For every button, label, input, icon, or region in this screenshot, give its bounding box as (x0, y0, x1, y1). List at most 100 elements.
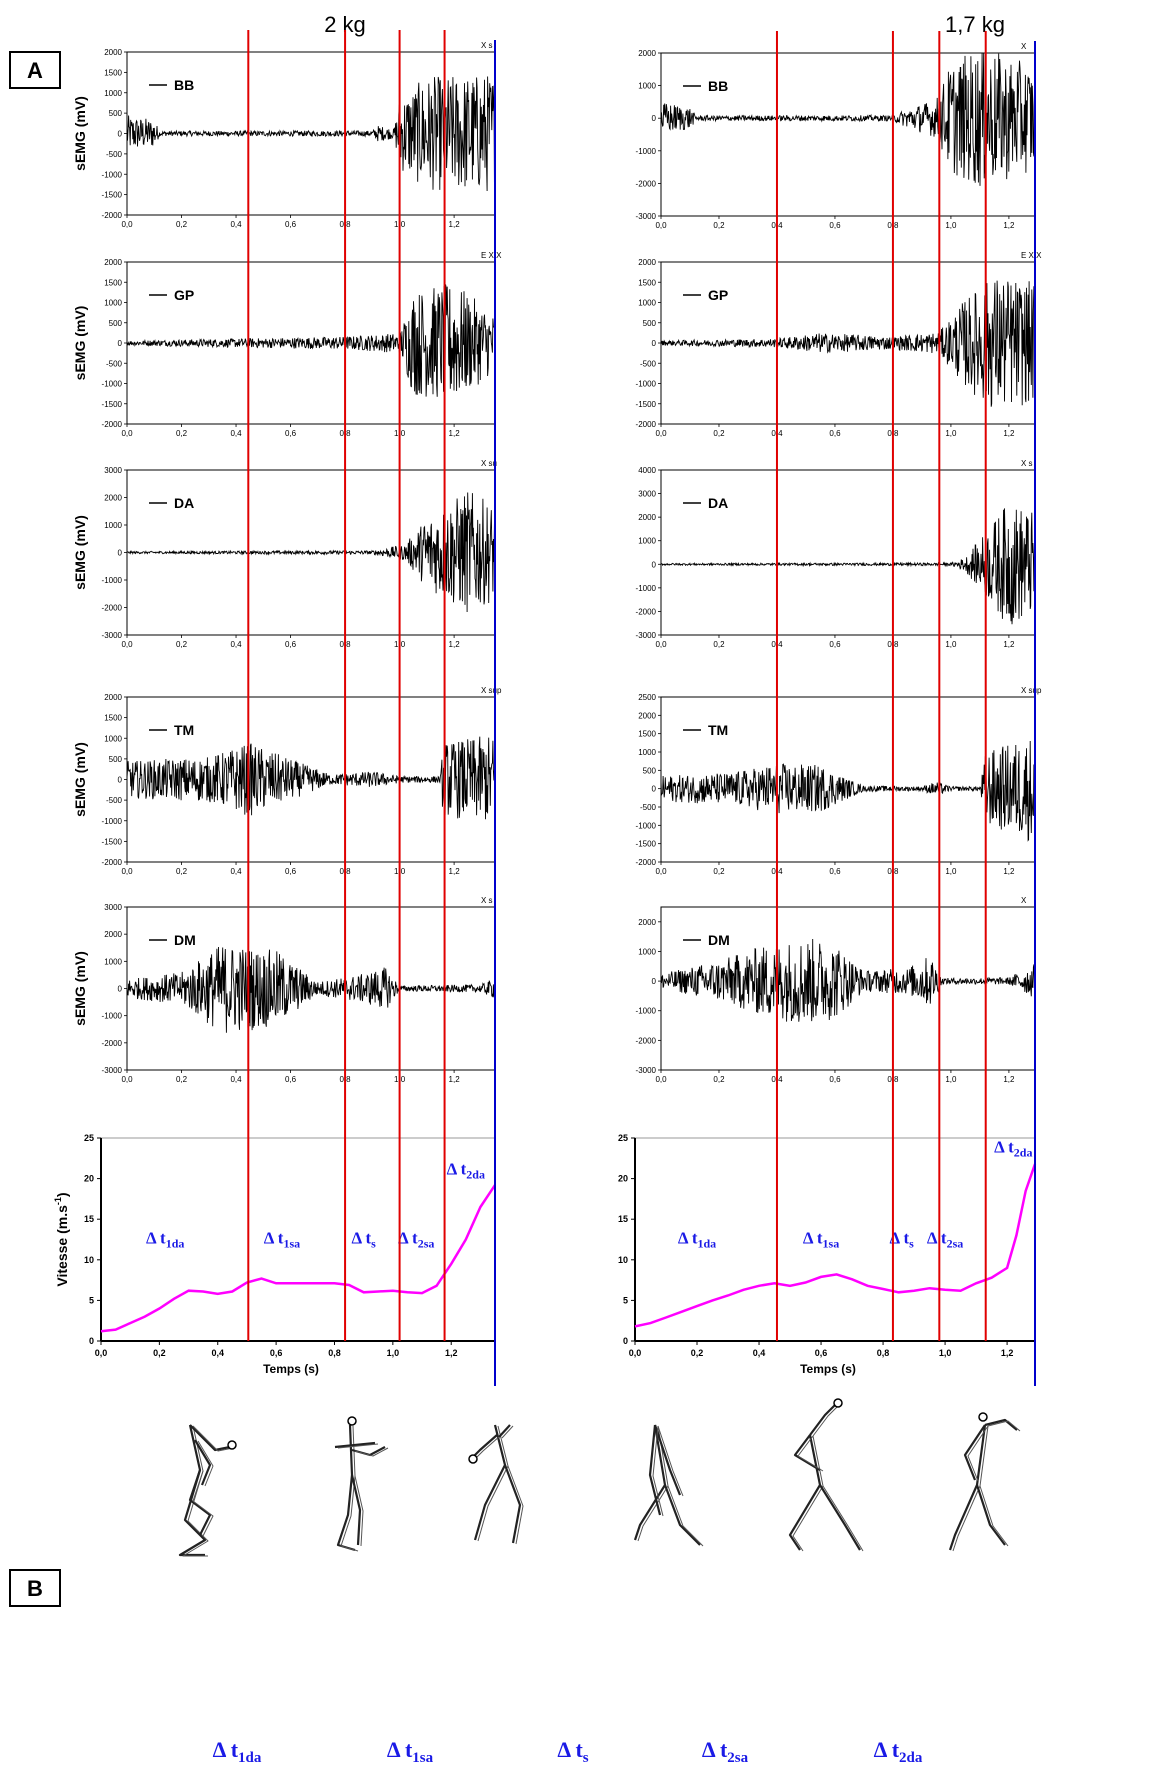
limb-outline (652, 1425, 664, 1517)
x-tick-label: 0,0 (655, 429, 667, 438)
y-tick-label: -1500 (102, 191, 123, 200)
delta-symbol: Δ (702, 1737, 720, 1762)
phase-t: t (817, 1229, 823, 1248)
chart-column-1-7kg: 200010000-1000-2000-30000,00,20,40,60,81… (618, 31, 1042, 1386)
delta-symbol: Δ (803, 1229, 817, 1248)
corner-annotation: X sup (1021, 686, 1042, 695)
x-tick-label: 0,2 (713, 867, 725, 876)
phase-t: t (160, 1229, 166, 1248)
limb-segment (819, 1484, 861, 1551)
velocity-curve (634, 1163, 1037, 1328)
unit-superscript: -1 (53, 1197, 63, 1205)
limb-segment (473, 1424, 507, 1541)
delta-symbol: Δ (447, 1160, 461, 1179)
phase-t: t (720, 1737, 728, 1762)
velocity-y-tick-label: 0 (89, 1336, 94, 1346)
limb-segment (963, 1424, 986, 1481)
y-tick-label: 2000 (638, 49, 656, 58)
x-tick-label: 0,2 (176, 429, 188, 438)
phase-t: t (461, 1160, 467, 1179)
y-tick-label: -1000 (636, 380, 657, 389)
x-tick-label: 0,6 (285, 867, 297, 876)
delta-symbol: Δ (352, 1229, 366, 1248)
y-tick-label: 0 (652, 560, 657, 569)
velocity-y-tick-label: 5 (89, 1295, 94, 1305)
x-tick-label: 0,0 (121, 429, 133, 438)
y-tick-label: 2000 (104, 930, 122, 939)
x-tick-label: 1,0 (945, 221, 957, 230)
limb-segment (984, 1418, 1018, 1431)
limb-outline (657, 1425, 684, 1497)
y-tick-label: -1000 (102, 1012, 123, 1021)
y-tick-label: -500 (106, 150, 123, 159)
panel-b-phase-label-1da: Δ t1da (213, 1737, 262, 1766)
legend-label: GP (708, 287, 728, 303)
phase-t: t (412, 1229, 418, 1248)
panel-b-phase-label-2sa: Δ t2sa (702, 1737, 749, 1766)
velocity-curve (100, 1184, 497, 1333)
x-tick-label: 0,0 (121, 867, 133, 876)
y-tick-label: -2000 (636, 420, 657, 429)
limb-outline (182, 1425, 209, 1557)
y-tick-label: 1000 (638, 82, 656, 91)
hammer-ball (347, 1416, 357, 1426)
y-tick-label: -2000 (636, 1036, 657, 1045)
limb-segment (633, 1424, 667, 1541)
limb-segment (350, 1474, 362, 1546)
limb-outline (667, 1485, 704, 1547)
y-tick-label: -1000 (102, 576, 123, 585)
x-tick-label: 1,2 (449, 867, 461, 876)
y-tick-label: 2000 (104, 693, 122, 702)
delta-symbol: Δ (557, 1737, 575, 1762)
corner-annotation: X (1021, 896, 1027, 905)
limb-outline (822, 1485, 864, 1552)
stick-figure-6 (948, 1412, 1021, 1552)
velocity-y-tick-label: 10 (84, 1255, 94, 1265)
x-tick-label: 0,0 (121, 640, 133, 649)
y-tick-label: 2000 (638, 711, 656, 720)
panel-b-phase-label-s: Δ ts (557, 1737, 588, 1766)
panel-b-label: B (9, 1569, 61, 1607)
velocity-y-tick-label: 20 (84, 1174, 94, 1184)
y-tick-label: 500 (643, 766, 657, 775)
velocity-y-tick-label: 25 (618, 1133, 628, 1143)
limb-segment (975, 1484, 1006, 1546)
y-tick-label: -1000 (102, 817, 123, 826)
velocity-x-tick-label: 0,2 (153, 1348, 166, 1358)
corner-annotation: X (1021, 42, 1027, 51)
phase-label-2sa: Δ t2sa (927, 1229, 963, 1251)
y-tick-label: -1000 (102, 380, 123, 389)
phase-subscript: 2da (466, 1168, 485, 1182)
phase-subscript: 1da (166, 1237, 185, 1251)
y-tick-label: 1500 (104, 68, 122, 77)
x-tick-label: 1,2 (1003, 867, 1015, 876)
y-axis-label: sEMG (mV) (72, 742, 88, 817)
y-axis-label: sEMG (mV) (72, 515, 88, 590)
x-tick-label: 1,2 (1003, 221, 1015, 230)
velocity-panel: 25 20 15 10 5 00,0 0,2 0,4 0,6 0,8 1,0 1,2 Temps (s)… (53, 1133, 497, 1376)
velocity-x-tick-label: 0,6 (270, 1348, 283, 1358)
x-tick-label: 0,6 (829, 429, 841, 438)
x-tick-label: 0,4 (230, 429, 242, 438)
emg-panel-tm: 25002000150010005000-500-1000-1500-20000… (636, 686, 1042, 876)
phase-subscript: 2sa (418, 1237, 435, 1251)
limb-outline (340, 1425, 359, 1552)
x-tick-label: 1,0 (945, 1075, 957, 1084)
limb-outline (501, 1425, 514, 1439)
velocity-x-tick-label: 0,0 (629, 1348, 642, 1358)
velocity-x-axis-label: Temps (s) (263, 1362, 319, 1376)
phase-subscript: 1sa (823, 1237, 840, 1251)
delta-symbol: Δ (927, 1229, 941, 1248)
limb-outline (979, 1485, 1009, 1547)
y-tick-label: 0 (652, 977, 657, 986)
phase-subscript: s (371, 1237, 376, 1251)
x-tick-label: 1,2 (449, 220, 461, 229)
delta-symbol: Δ (994, 1138, 1008, 1157)
phase-subscript: 2sa (947, 1237, 964, 1251)
y-tick-label: 0 (652, 785, 657, 794)
corner-annotation: X s (481, 896, 493, 905)
limb-outline (952, 1425, 989, 1552)
y-tick-label: 1000 (638, 537, 656, 546)
y-tick-label: -1000 (636, 821, 657, 830)
